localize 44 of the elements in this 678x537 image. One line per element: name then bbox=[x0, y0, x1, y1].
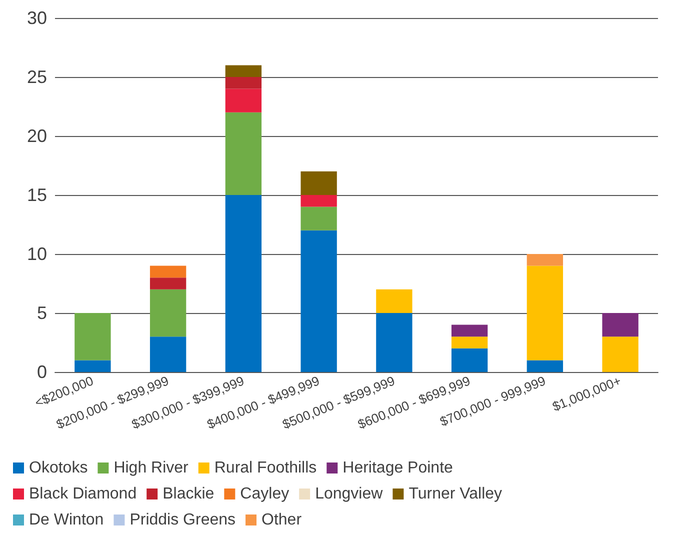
legend-label: High River bbox=[114, 460, 190, 476]
legend-label: Other bbox=[262, 512, 302, 528]
bar bbox=[526, 254, 564, 266]
bar bbox=[376, 289, 412, 313]
bar bbox=[150, 336, 186, 372]
legend-label: Turner Valley bbox=[408, 486, 502, 502]
bar bbox=[225, 65, 262, 77]
bar bbox=[451, 324, 488, 337]
legend-label: De Winton bbox=[29, 512, 104, 528]
bar bbox=[300, 195, 337, 207]
legend-label: Heritage Pointe bbox=[342, 460, 454, 476]
bar bbox=[300, 230, 337, 372]
bar bbox=[602, 313, 638, 337]
bar bbox=[74, 313, 111, 360]
legend-label: Cayley bbox=[240, 486, 290, 502]
legend-label: Okotoks bbox=[29, 460, 88, 476]
y-tick-label: 5 bbox=[36, 303, 47, 323]
bar bbox=[150, 266, 186, 278]
bar bbox=[300, 206, 337, 230]
bar bbox=[451, 348, 488, 372]
bar bbox=[526, 266, 564, 360]
bar bbox=[225, 195, 262, 372]
legend-label: Priddis Greens bbox=[130, 512, 236, 528]
legend-label: Longview bbox=[315, 486, 384, 502]
y-tick-label: 30 bbox=[26, 8, 47, 28]
bar bbox=[225, 112, 262, 195]
bar bbox=[225, 77, 262, 89]
y-tick-label: 25 bbox=[26, 67, 47, 87]
y-tick-label: 20 bbox=[26, 126, 47, 146]
bar bbox=[150, 289, 186, 337]
bar bbox=[225, 88, 262, 112]
bar bbox=[150, 278, 186, 290]
legend-label: Blackie bbox=[162, 486, 214, 502]
bar bbox=[451, 336, 488, 348]
bar bbox=[300, 171, 337, 195]
y-tick-label: 10 bbox=[26, 244, 47, 264]
legend-label: Rural Foothills bbox=[214, 460, 317, 476]
y-tick-label: 0 bbox=[36, 362, 47, 382]
legend-label: Black Diamond bbox=[29, 486, 137, 502]
bar bbox=[602, 336, 638, 372]
bar bbox=[74, 360, 111, 372]
bar bbox=[376, 313, 412, 372]
bar bbox=[526, 360, 564, 372]
y-tick-label: 15 bbox=[26, 185, 47, 205]
